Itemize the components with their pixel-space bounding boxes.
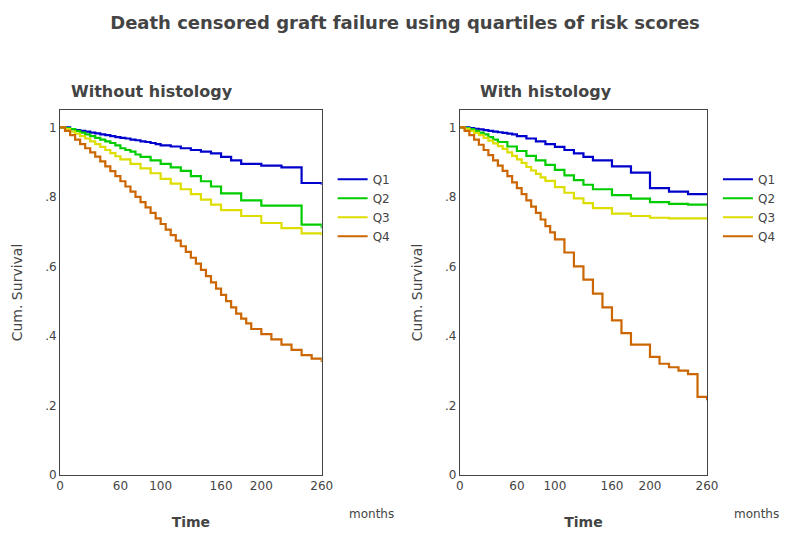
svg-text:.2: .2 bbox=[45, 399, 56, 413]
svg-text:.4: .4 bbox=[45, 329, 56, 343]
svg-text:Q4: Q4 bbox=[758, 230, 775, 244]
svg-text:.6: .6 bbox=[45, 260, 56, 274]
svg-text:months: months bbox=[349, 507, 394, 521]
svg-text:Death censored graft failure u: Death censored graft failure using quart… bbox=[110, 12, 700, 33]
svg-text:260: 260 bbox=[696, 479, 719, 493]
svg-text:60: 60 bbox=[113, 479, 128, 493]
svg-text:.6: .6 bbox=[445, 260, 456, 274]
svg-text:Cum. Survival: Cum. Survival bbox=[9, 244, 25, 342]
svg-text:200: 200 bbox=[639, 479, 662, 493]
svg-text:Q4: Q4 bbox=[373, 230, 390, 244]
svg-text:160: 160 bbox=[210, 479, 233, 493]
svg-text:Q3: Q3 bbox=[758, 211, 775, 225]
svg-text:100: 100 bbox=[543, 479, 566, 493]
svg-text:Cum. Survival: Cum. Survival bbox=[409, 244, 425, 342]
svg-text:200: 200 bbox=[250, 479, 273, 493]
svg-text:Q1: Q1 bbox=[373, 173, 390, 187]
svg-text:0: 0 bbox=[49, 468, 57, 482]
svg-text:.2: .2 bbox=[445, 399, 456, 413]
svg-text:With histology: With histology bbox=[480, 82, 612, 101]
svg-text:.8: .8 bbox=[45, 190, 56, 204]
svg-text:160: 160 bbox=[601, 479, 624, 493]
svg-text:Q2: Q2 bbox=[758, 192, 775, 206]
svg-text:.4: .4 bbox=[445, 329, 456, 343]
svg-text:Without histology: Without histology bbox=[71, 82, 233, 101]
svg-text:Time: Time bbox=[172, 514, 210, 530]
svg-text:Time: Time bbox=[564, 514, 602, 530]
svg-text:0: 0 bbox=[56, 479, 64, 493]
svg-text:Q1: Q1 bbox=[758, 173, 775, 187]
svg-text:Q2: Q2 bbox=[373, 192, 390, 206]
svg-text:0: 0 bbox=[449, 468, 457, 482]
svg-text:100: 100 bbox=[149, 479, 172, 493]
svg-text:1: 1 bbox=[449, 121, 457, 135]
svg-text:Q3: Q3 bbox=[373, 211, 390, 225]
svg-text:1: 1 bbox=[49, 121, 57, 135]
svg-text:0: 0 bbox=[456, 479, 464, 493]
svg-text:260: 260 bbox=[310, 479, 333, 493]
svg-text:.8: .8 bbox=[445, 190, 456, 204]
svg-text:60: 60 bbox=[509, 479, 524, 493]
svg-text:months: months bbox=[734, 507, 779, 521]
